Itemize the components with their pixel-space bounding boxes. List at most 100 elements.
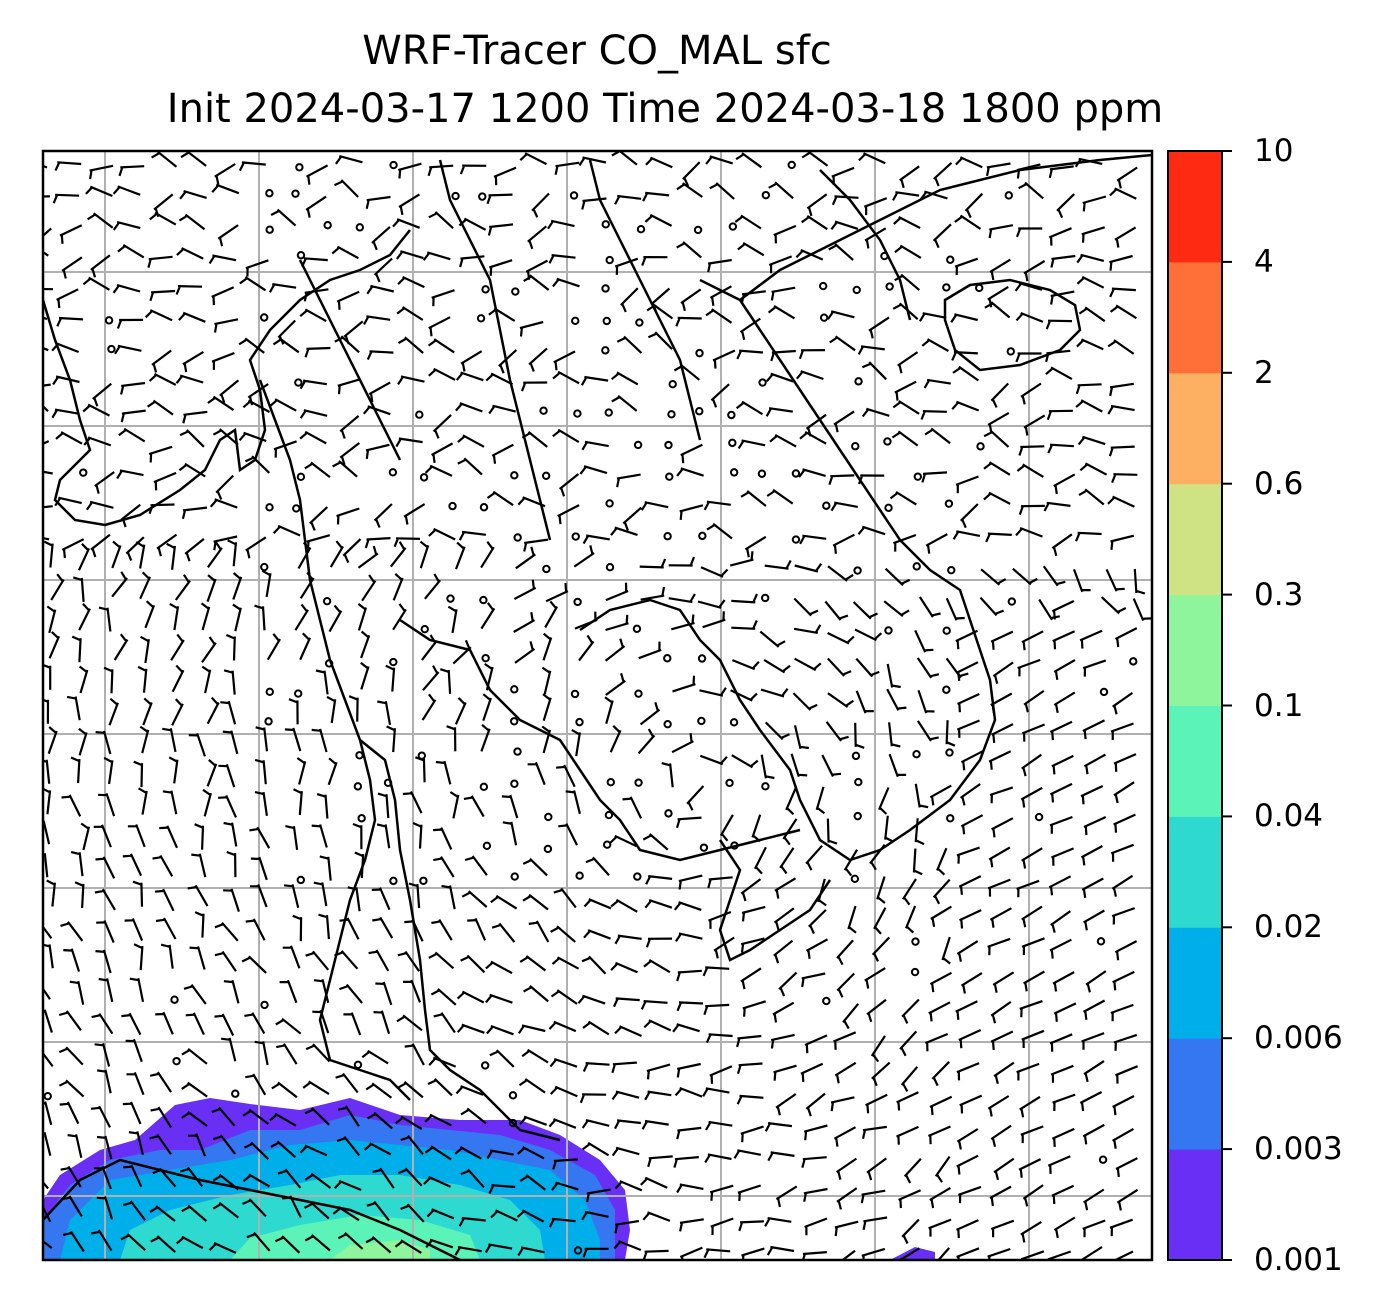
wind-barb [672,675,696,693]
calm-wind-circle [1098,1155,1108,1164]
wind-barb [372,916,394,939]
wind-barb [392,603,407,631]
wind-barb [1020,1125,1044,1144]
colorbar-tick-label: 0.3 [1254,576,1304,613]
wind-barb [67,1134,83,1159]
wind-barb [1050,847,1075,866]
wind-barb [671,614,695,631]
wind-barb [1112,1095,1135,1116]
wind-barb [956,1154,979,1175]
wind-barb [834,1220,859,1237]
wind-barb [120,409,146,423]
colorbar-tick-label: 0.001 [1254,1242,1343,1278]
wind-barb [945,597,965,621]
wind-barb [884,815,894,843]
coastline-border-1 [298,259,402,461]
wind-barb [117,244,145,259]
wind-barb [955,475,979,494]
wind-barb [959,909,982,929]
wind-barb [793,624,822,634]
calm-wind-circle [663,532,672,541]
wind-barb [870,1035,886,1063]
wind-barb [520,381,548,392]
wind-barb [142,697,153,726]
wind-barb [94,1043,111,1067]
calm-wind-circle [231,1089,240,1098]
wind-barb [59,224,83,244]
wind-barb [1107,495,1135,508]
wind-barb [275,1043,298,1065]
wind-barb [884,567,911,586]
calm-wind-circle [265,687,274,697]
wind-barb [549,1057,578,1068]
calm-wind-circle [511,287,520,296]
wind-barb [834,1061,857,1084]
wind-barb [517,1024,546,1034]
calm-wind-circle [633,440,643,450]
wind-barb [763,658,791,674]
wind-barb [513,612,536,633]
calm-wind-circle [1129,657,1138,666]
wind-barb [446,725,457,752]
wind-barb [1112,1127,1134,1149]
wind-barb [893,533,917,552]
wind-barb [364,537,391,549]
wind-barb [817,878,827,907]
wind-barb [1021,905,1043,928]
wind-barb [554,161,580,175]
wind-barb [129,977,145,1003]
wind-barb [519,320,544,337]
wind-barb [334,179,359,198]
wind-barb [43,505,53,509]
wind-barb [484,1243,513,1254]
wind-barb [431,289,455,307]
coastline-hainan [943,278,1082,372]
wind-barb [424,573,442,600]
wind-barb [132,880,144,907]
wind-barb [209,498,238,509]
wind-barb [181,506,208,520]
wind-barb [522,857,548,877]
wind-barb [452,639,472,665]
wind-barb [854,722,865,749]
calm-wind-circle [604,408,613,417]
calm-wind-circle [388,468,398,477]
coastline-river-2 [588,159,702,441]
calm-wind-circle [573,1246,583,1255]
wind-barb [426,1208,455,1220]
wind-barb [933,161,953,187]
wind-barb [95,949,112,974]
wind-barb [1075,383,1102,395]
calm-wind-circle [911,937,920,946]
wind-barb [43,227,52,238]
calm-wind-circle [663,719,672,729]
wind-barb [864,967,886,989]
wind-barb [214,1013,235,1036]
wind-barb [400,1203,425,1223]
wind-barb [706,522,733,540]
wind-barb [305,1043,331,1063]
wind-barb [95,730,112,755]
wind-barb [112,221,141,231]
wind-barb [647,1155,673,1168]
calm-wind-circle [602,316,611,326]
wind-barb [299,571,315,599]
wind-barb [614,257,639,275]
wind-barb [959,1094,983,1114]
wind-barb [71,635,82,663]
wind-barb [116,469,144,480]
calm-wind-circle [664,809,673,818]
wind-barb [144,309,173,322]
wind-barb [680,443,703,464]
wind-barb [46,605,57,634]
calm-wind-circle [850,874,860,883]
wind-barb [242,1108,270,1125]
wind-barb [644,1090,672,1101]
wind-barb [1133,568,1146,595]
wind-barb [990,1001,1012,1024]
wind-barb [454,1246,482,1256]
calm-wind-circle [884,503,893,513]
wind-barb [339,442,360,466]
wind-barb [815,786,826,815]
wind-barb [303,288,329,302]
